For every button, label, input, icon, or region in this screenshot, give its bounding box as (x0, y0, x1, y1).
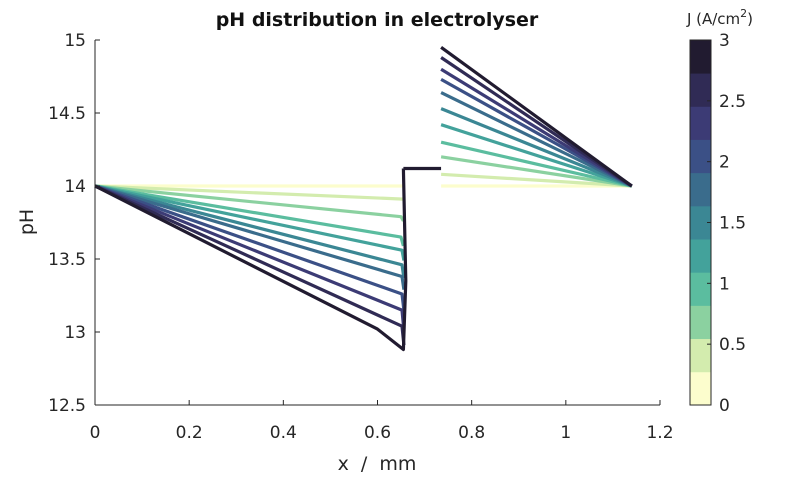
colorbar-tick-label: 1.5 (719, 214, 746, 234)
x-tick-label: 1 (560, 423, 571, 443)
y-tick-label: 14 (64, 177, 86, 197)
colorbar-swatch (690, 73, 711, 107)
x-ticks: 0 0.2 0.4 0.6 0.8 1 1.2 (90, 400, 674, 443)
series-line-left-7 (94, 184, 406, 311)
colorbar-swatch (690, 172, 711, 207)
colorbar-swatch (690, 106, 711, 140)
series-line-right-2 (440, 155, 633, 188)
colorbar-title-superscript: 2 (740, 7, 747, 20)
colorbar-title: J (A/cm2) (686, 7, 753, 28)
colorbar-swatch (690, 239, 711, 273)
x-tick-label: 1.2 (646, 423, 673, 443)
colorbar-tick-label: 2.5 (719, 92, 746, 112)
x-tick-label: 0.8 (458, 423, 485, 443)
y-tick-label: 12.5 (48, 396, 86, 416)
plot-lines (94, 46, 633, 352)
y-ticks: 12.5 13 13.5 14 14.5 15 (48, 31, 100, 416)
colorbar-tick-label: 0.5 (719, 335, 746, 355)
y-axis-label: pH (16, 209, 38, 235)
colorbar: 0 0.5 1 1.5 2 2.5 3 (689, 31, 746, 416)
colorbar-swatch (690, 205, 711, 240)
series-line-right-4 (440, 123, 633, 188)
y-tick-label: 13.5 (48, 250, 86, 270)
y-tick-label: 13 (64, 323, 86, 343)
series-line-right-5 (440, 107, 633, 188)
colorbar-tick-label: 2 (719, 153, 730, 173)
colorbar-tick-label: 0 (719, 396, 730, 416)
chart-title: pH distribution in electrolyser (216, 9, 539, 31)
x-tick-label: 0.4 (270, 423, 297, 443)
series-line-left-4 (94, 184, 406, 261)
series-line-left-2 (94, 184, 405, 222)
series-line-right-10 (440, 46, 633, 188)
colorbar-swatch (690, 40, 711, 74)
x-tick-label: 0 (90, 423, 101, 443)
series-line-right-8 (440, 67, 633, 188)
y-tick-label: 15 (64, 31, 86, 51)
colorbar-tick-label: 1 (719, 274, 730, 294)
series-line-right-1 (441, 172, 632, 188)
colorbar-tick-label: 3 (719, 31, 730, 51)
series-line-left-5 (94, 184, 406, 279)
colorbar-swatch (690, 371, 711, 406)
series-line-left-10 (94, 168, 408, 352)
colorbar-swatch (690, 272, 711, 306)
series-line-right-6 (440, 91, 633, 188)
colorbar-swatch (690, 305, 711, 340)
series-line-left-1 (94, 184, 404, 201)
colorbar-swatch (690, 338, 711, 373)
series-line-right-3 (440, 140, 633, 188)
y-tick-label: 14.5 (48, 104, 86, 124)
x-axis-label: x / mm (338, 453, 417, 475)
colorbar-swatch (690, 139, 711, 174)
x-tick-label: 0.2 (176, 423, 203, 443)
series-line-left-6 (94, 184, 406, 290)
colorbar-title-end: ) (747, 10, 753, 28)
series-line-left-3 (94, 184, 405, 247)
x-tick-label: 0.6 (364, 423, 391, 443)
colorbar-title-main: J (A/cm (686, 10, 740, 28)
